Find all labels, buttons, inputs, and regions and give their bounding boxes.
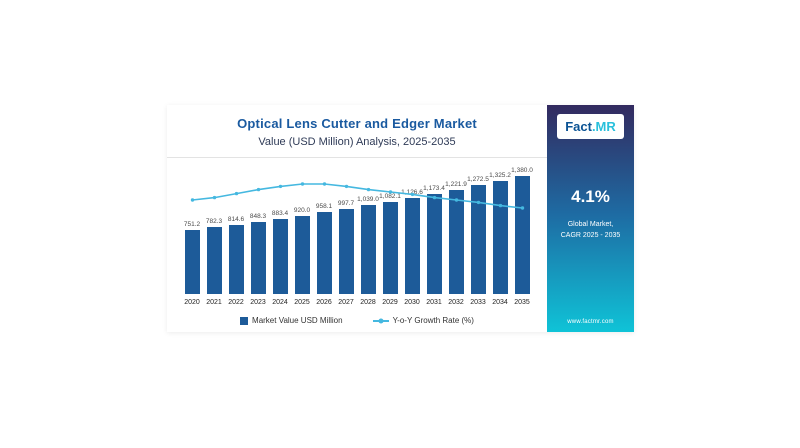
bar xyxy=(250,221,266,294)
bar xyxy=(382,201,398,294)
year-label: 2035 xyxy=(514,299,530,306)
bar xyxy=(360,205,376,294)
growth-point xyxy=(278,184,282,189)
year-label: 2023 xyxy=(250,299,266,306)
year-label: 2022 xyxy=(228,299,244,306)
growth-point xyxy=(344,184,348,189)
bar-value-label: 1,126.6 xyxy=(401,188,423,196)
logo-text-fact: Fact xyxy=(565,119,592,134)
bar-slot: 997.7 xyxy=(337,199,355,294)
legend-item-growth-rate: Y-o-Y Growth Rate (%) xyxy=(372,316,474,325)
bar-value-label: 958.1 xyxy=(315,203,333,211)
bar-slot: 920.0 xyxy=(293,206,311,294)
bar-value-label: 883.4 xyxy=(271,209,289,217)
brand-panel: Fact.MR 4.1% Global Market, CAGR 2025 - … xyxy=(547,105,634,332)
bar-slot: 958.1 xyxy=(315,203,333,294)
plot-area: 751.2 782.3 814.6 848.3 883.4 920.0 958.1 997.7… xyxy=(183,166,533,294)
bar-value-label: 920.0 xyxy=(293,206,311,214)
bar-slot: 1,221.9 xyxy=(445,181,467,294)
bar-value-label: 751.2 xyxy=(183,220,201,228)
chart-subtitle: Value (USD Million) Analysis, 2025-2035 xyxy=(258,136,456,148)
bar xyxy=(492,180,508,294)
bar-value-label: 1,380.0 xyxy=(511,167,533,175)
line-swatch-icon xyxy=(372,318,389,323)
bar xyxy=(514,176,530,294)
bar-value-label: 997.7 xyxy=(337,199,355,207)
bar-value-label: 1,173.4 xyxy=(423,184,445,192)
bar-value-label: 1,221.9 xyxy=(445,180,467,188)
bar-value-label: 782.3 xyxy=(205,218,223,226)
year-label: 2026 xyxy=(316,299,332,306)
bar-value-label: 1,039.0 xyxy=(357,196,379,204)
cagr-label-line2: CAGR 2025 - 2035 xyxy=(560,231,621,239)
bar-slot: 1,325.2 xyxy=(489,172,511,294)
bar xyxy=(184,229,200,294)
bar-slot: 883.4 xyxy=(271,209,289,294)
growth-point xyxy=(322,182,326,186)
bar-value-label: 814.6 xyxy=(227,215,245,223)
bar-slot: 1,272.5 xyxy=(467,176,489,294)
chart-title: Optical Lens Cutter and Edger Market xyxy=(237,116,477,131)
bar xyxy=(272,218,288,294)
year-label: 2031 xyxy=(426,299,442,306)
factmr-logo: Fact.MR xyxy=(557,114,624,139)
bar-slot: 1,082.1 xyxy=(379,193,401,294)
cagr-label: Global Market, CAGR 2025 - 2035 xyxy=(561,220,621,242)
year-label: 2032 xyxy=(448,299,464,306)
bar-value-label: 1,272.5 xyxy=(467,176,489,184)
bar-slot: 1,173.4 xyxy=(423,185,445,294)
bar xyxy=(228,224,244,294)
bar-slot: 848.3 xyxy=(249,212,267,294)
year-label: 2020 xyxy=(184,299,200,306)
bar-slot: 1,380.0 xyxy=(511,167,533,294)
bar-value-label: 848.3 xyxy=(249,212,267,220)
growth-point xyxy=(300,182,304,186)
bar-value-label: 1,325.2 xyxy=(489,171,511,179)
bar xyxy=(206,227,222,294)
bar xyxy=(338,208,354,294)
bar-slot: 1,039.0 xyxy=(357,196,379,294)
logo-text-mr: .MR xyxy=(591,119,616,134)
year-label: 2027 xyxy=(338,299,354,306)
legend-label-market-value: Market Value USD Million xyxy=(252,316,343,325)
year-label: 2034 xyxy=(492,299,508,306)
growth-point xyxy=(256,187,260,192)
plot-wrap: 751.2 782.3 814.6 848.3 883.4 920.0 958.1 997.7… xyxy=(183,166,533,306)
legend-label-growth-rate: Y-o-Y Growth Rate (%) xyxy=(392,316,474,325)
year-label: 2024 xyxy=(272,299,288,306)
legend-item-market-value: Market Value USD Million xyxy=(240,316,343,325)
legend: Market Value USD Million Y-o-Y Growth Ra… xyxy=(240,316,474,325)
bar-swatch-icon xyxy=(240,316,249,325)
x-axis-labels: 2020 2021 2022 2023 2024 2025 2026 2027 2028 2029… xyxy=(184,299,530,306)
bar-slot: 814.6 xyxy=(227,215,245,294)
website-link[interactable]: www.factmr.com xyxy=(567,319,614,325)
year-label: 2028 xyxy=(360,299,376,306)
content-block: Optical Lens Cutter and Edger Market Val… xyxy=(167,105,634,332)
year-label: 2025 xyxy=(294,299,310,306)
year-label: 2021 xyxy=(206,299,222,306)
growth-point xyxy=(234,191,238,196)
cagr-label-line1: Global Market, xyxy=(567,221,614,228)
bar-slot: 782.3 xyxy=(205,218,223,294)
bar-slot: 751.2 xyxy=(183,220,201,294)
cagr-value: 4.1% xyxy=(571,187,610,206)
bar xyxy=(294,215,310,294)
growth-point xyxy=(366,187,370,192)
bar xyxy=(448,189,464,294)
header-divider xyxy=(167,157,547,158)
growth-point xyxy=(212,195,216,200)
bar xyxy=(470,185,486,294)
bar xyxy=(404,197,420,294)
bar-slot: 1,126.6 xyxy=(401,189,423,294)
growth-point xyxy=(190,198,194,202)
year-label: 2029 xyxy=(382,299,398,306)
year-label: 2033 xyxy=(470,299,486,306)
bar xyxy=(316,212,332,294)
chart-card: Optical Lens Cutter and Edger Market Val… xyxy=(167,105,547,332)
bar xyxy=(426,193,442,294)
bar-value-label: 1,082.1 xyxy=(379,192,401,200)
year-label: 2030 xyxy=(404,299,420,306)
